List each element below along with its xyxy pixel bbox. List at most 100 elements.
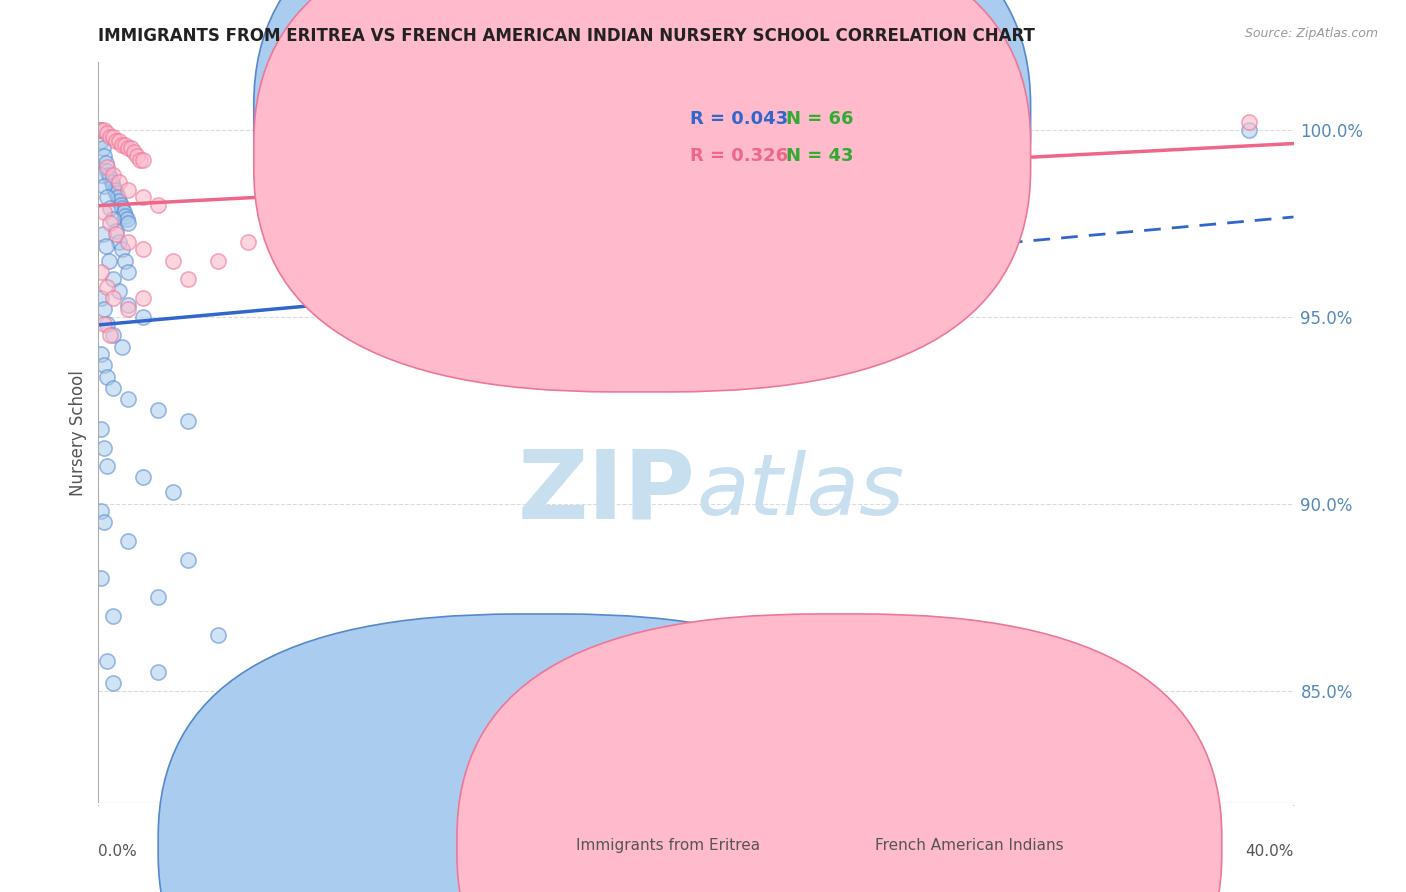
Point [96, 654, 118, 668]
Text: 40.0%: 40.0% [1246, 844, 1294, 858]
Point [108, 235, 131, 249]
Point [685, 160, 707, 174]
Point [98, 130, 122, 145]
Point [117, 534, 139, 549]
Point [103, 168, 125, 182]
Point [101, 175, 124, 189]
Point [96, 160, 118, 174]
Point [114, 209, 136, 223]
Point [90, 168, 112, 182]
Point [105, 224, 128, 238]
Point [94, 156, 117, 170]
Point [148, 665, 170, 679]
Point [93, 441, 115, 455]
Text: Immigrants from Eritrea: Immigrants from Eritrea [576, 838, 761, 853]
Point [104, 183, 127, 197]
Point [103, 272, 125, 286]
Point [162, 485, 184, 500]
Point [132, 310, 155, 324]
Point [90, 134, 112, 148]
Point [93, 149, 115, 163]
Point [98, 171, 122, 186]
Text: Source: ZipAtlas.com: Source: ZipAtlas.com [1244, 27, 1378, 40]
Text: atlas: atlas [696, 450, 904, 533]
Point [177, 414, 200, 428]
Point [105, 227, 128, 242]
Point [132, 153, 155, 167]
Point [93, 205, 115, 219]
Point [117, 235, 139, 249]
Text: 0.0%: 0.0% [98, 844, 138, 858]
Point [124, 145, 146, 160]
Point [89, 122, 111, 136]
Point [236, 235, 259, 249]
Point [103, 178, 125, 193]
FancyBboxPatch shape [254, 0, 1031, 355]
Point [385, 197, 409, 211]
Point [89, 122, 111, 136]
Point [97, 168, 120, 182]
Point [90, 291, 112, 305]
Text: N = 66: N = 66 [786, 110, 853, 128]
Point [114, 137, 136, 152]
Point [90, 122, 112, 136]
Text: IMMIGRANTS FROM ERITREA VS FRENCH AMERICAN INDIAN NURSERY SCHOOL CORRELATION CHA: IMMIGRANTS FROM ERITREA VS FRENCH AMERIC… [98, 27, 1035, 45]
Point [108, 134, 131, 148]
Point [108, 194, 131, 208]
Point [105, 134, 128, 148]
Point [132, 470, 155, 484]
Point [111, 137, 134, 152]
Point [117, 298, 139, 312]
Point [117, 183, 139, 197]
Point [1237, 115, 1260, 129]
Point [91, 141, 114, 155]
Y-axis label: Nursery School: Nursery School [69, 369, 87, 496]
Point [177, 553, 200, 567]
Text: R = 0.326: R = 0.326 [690, 146, 789, 165]
FancyBboxPatch shape [159, 614, 922, 892]
Point [536, 178, 558, 193]
Point [127, 149, 149, 163]
Point [108, 284, 131, 298]
Point [108, 175, 131, 189]
Point [110, 197, 132, 211]
Point [129, 153, 152, 167]
Point [120, 141, 142, 155]
Point [103, 676, 125, 690]
Point [96, 317, 118, 331]
Point [162, 253, 184, 268]
Point [107, 190, 129, 204]
Point [90, 571, 112, 585]
Point [96, 369, 118, 384]
Point [132, 243, 155, 257]
Point [91, 227, 114, 242]
Point [98, 201, 122, 215]
Point [1237, 122, 1260, 136]
Point [93, 302, 115, 317]
Point [103, 381, 125, 395]
Point [177, 272, 200, 286]
Point [103, 608, 125, 623]
Point [96, 190, 118, 204]
Point [103, 328, 125, 343]
FancyBboxPatch shape [589, 85, 875, 188]
Point [117, 216, 139, 230]
FancyBboxPatch shape [254, 0, 1031, 392]
Text: N = 43: N = 43 [786, 146, 853, 165]
Point [93, 122, 115, 136]
Point [103, 212, 125, 227]
Point [111, 340, 134, 354]
Point [111, 243, 134, 257]
Point [98, 328, 122, 343]
FancyBboxPatch shape [457, 614, 1222, 892]
Point [117, 265, 139, 279]
Point [90, 265, 112, 279]
Point [90, 347, 112, 361]
Text: R = 0.043: R = 0.043 [690, 110, 789, 128]
Point [112, 205, 135, 219]
Point [111, 201, 134, 215]
Point [97, 253, 120, 268]
Point [114, 253, 136, 268]
Point [96, 459, 118, 474]
Point [117, 392, 139, 406]
